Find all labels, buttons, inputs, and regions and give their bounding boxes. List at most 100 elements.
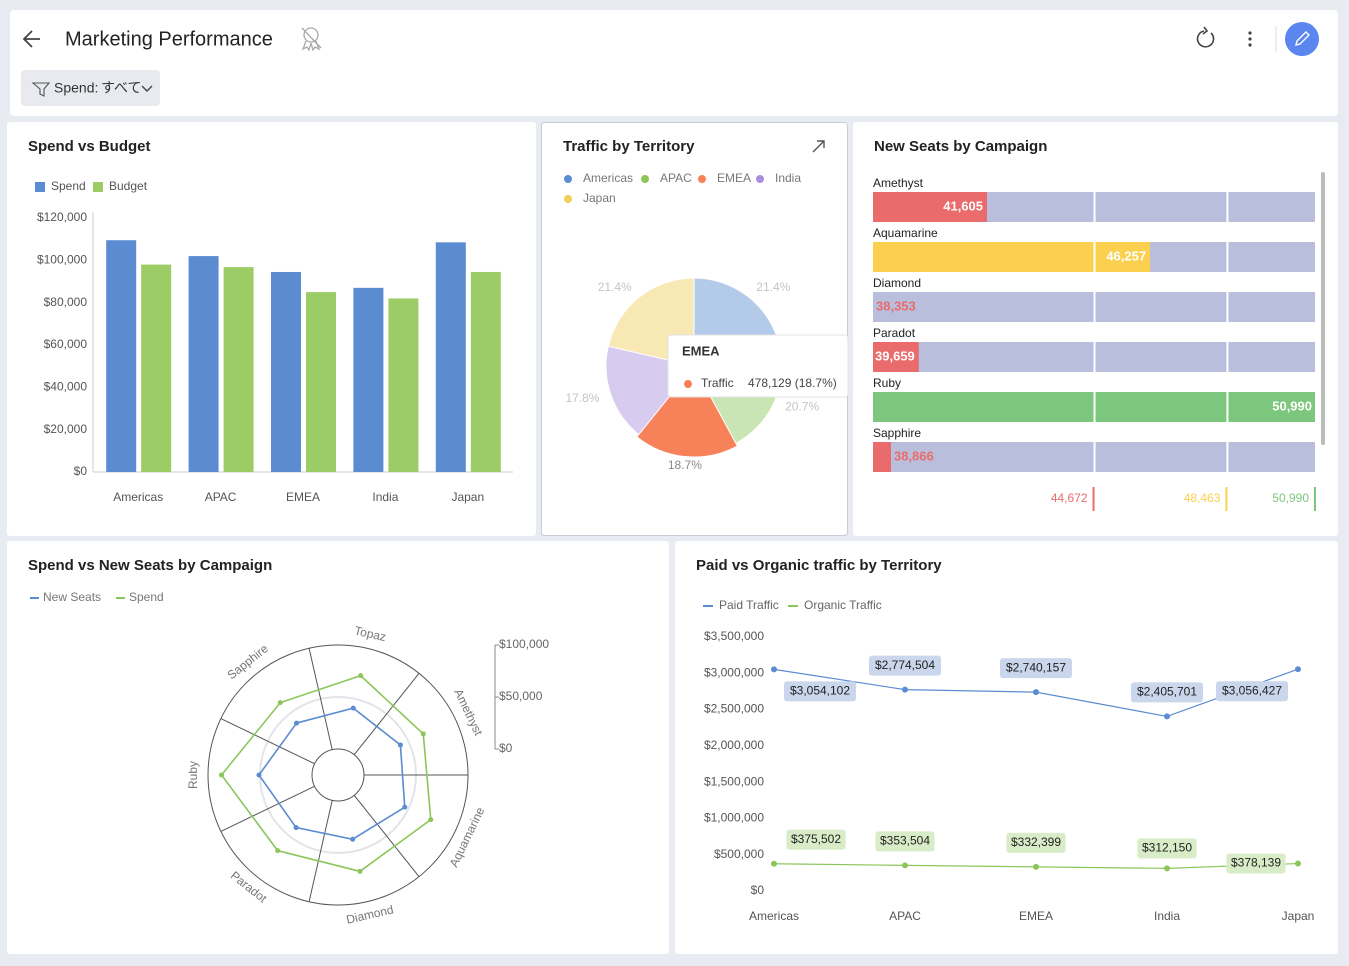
y-tick-label: $60,000 (44, 337, 88, 351)
point (902, 686, 908, 693)
chart-title: Paid vs Organic traffic by Territory (696, 557, 942, 574)
spoke (353, 673, 420, 755)
data-label: 50,990 (1272, 398, 1312, 413)
data-label-box (875, 831, 935, 852)
point (771, 666, 777, 673)
bar (141, 264, 172, 472)
x-tick-label: India (372, 490, 398, 504)
category-label: Ruby (186, 761, 200, 789)
x-tick-label: Japan (1282, 909, 1315, 923)
y-tick-label: $40,000 (44, 380, 88, 394)
point (350, 836, 356, 842)
data-label: 38,866 (894, 448, 934, 463)
point (294, 720, 300, 726)
pie-slice (636, 365, 739, 458)
category-label: Amethyst (873, 176, 924, 190)
x-tick-label: APAC (205, 490, 237, 504)
data-label-box (1006, 832, 1066, 853)
y-tick-label: $0 (74, 464, 88, 478)
expand-button[interactable] (812, 140, 825, 153)
bar (106, 240, 137, 472)
data-label: $2,405,701 (1137, 685, 1197, 699)
x-tick-label: EMEA (1019, 909, 1053, 923)
point (1033, 863, 1039, 870)
band-label: 50,990 (1272, 491, 1309, 505)
category-label: Diamond (873, 276, 921, 290)
legend-swatch (35, 182, 45, 192)
edit-button[interactable] (1285, 22, 1319, 56)
more-button[interactable] (1248, 31, 1252, 47)
bar (873, 192, 988, 222)
spoke (308, 648, 333, 750)
panel (541, 122, 848, 536)
point (350, 705, 356, 711)
tooltip: EMEA Traffic 478,129 (18.7%) (667, 334, 849, 398)
spoke (353, 795, 420, 877)
bar (271, 271, 301, 472)
legend-label: EMEA (717, 171, 751, 185)
point (256, 772, 262, 778)
tooltip-value: 478,129 (18.7%) (748, 376, 837, 390)
x-tick-label: APAC (889, 909, 921, 923)
data-label: 17.8% (565, 391, 599, 405)
y-tick-label: $2,000,000 (704, 738, 764, 752)
tooltip-dot (684, 380, 692, 388)
scrollbar[interactable] (1321, 172, 1325, 445)
x-tick-label: EMEA (286, 490, 320, 504)
x-tick-label: India (1154, 909, 1180, 923)
band-label: 44,672 (1051, 491, 1088, 505)
back-button[interactable] (22, 30, 40, 48)
point (1295, 666, 1301, 673)
data-label: 41,605 (943, 198, 983, 213)
point (277, 700, 283, 706)
page-title: Marketing Performance (65, 28, 273, 50)
y-tick-label: $0 (751, 883, 765, 897)
y-tick-label: $20,000 (44, 422, 88, 436)
data-label-box (869, 655, 941, 676)
y-tick-label: $120,000 (37, 210, 87, 224)
point (1033, 689, 1039, 696)
legend-label: Spend (51, 179, 86, 193)
refresh-button[interactable] (1196, 26, 1215, 48)
data-label-box (1000, 658, 1072, 679)
point (293, 825, 299, 831)
data-label: 20.7% (785, 399, 819, 413)
data-label-box (784, 681, 856, 702)
point (219, 772, 225, 778)
panel (7, 541, 669, 954)
x-tick-label: Americas (113, 490, 163, 504)
spoke (220, 718, 315, 765)
legend-label: Japan (583, 191, 616, 205)
legend-swatch (93, 182, 103, 192)
point (397, 742, 403, 748)
bar (873, 242, 1151, 272)
header-panel (10, 10, 1338, 116)
chart-title: Spend vs New Seats by Campaign (28, 557, 272, 574)
bar (873, 442, 891, 472)
x-tick-label: Japan (451, 490, 484, 504)
data-label: 21.4% (598, 280, 632, 294)
x-tick-label: Americas (749, 909, 799, 923)
data-label: $378,139 (1231, 856, 1281, 870)
point (420, 731, 426, 737)
chart-title: New Seats by Campaign (874, 138, 1047, 155)
certify-icon[interactable] (301, 27, 322, 52)
y-tick-label: $3,500,000 (704, 629, 764, 643)
filter-button[interactable]: Spend: すべて (21, 70, 160, 106)
bar (306, 292, 336, 472)
tooltip-title: EMEA (682, 343, 720, 358)
legend-label: Spend (129, 590, 164, 604)
data-label: 39,659 (875, 348, 915, 363)
bar (223, 267, 254, 472)
point (1295, 860, 1301, 867)
category-label: Aquamarine (873, 226, 938, 240)
radial-tick-label: $100,000 (499, 637, 549, 651)
data-label: 38,353 (876, 298, 916, 313)
y-tick-label: $2,500,000 (704, 702, 764, 716)
bar (873, 342, 919, 372)
data-label: $312,150 (1142, 841, 1192, 855)
point (357, 868, 363, 874)
legend-label: Organic Traffic (804, 598, 882, 612)
legend-label: Budget (109, 179, 148, 193)
data-label: 18.7% (668, 458, 702, 472)
